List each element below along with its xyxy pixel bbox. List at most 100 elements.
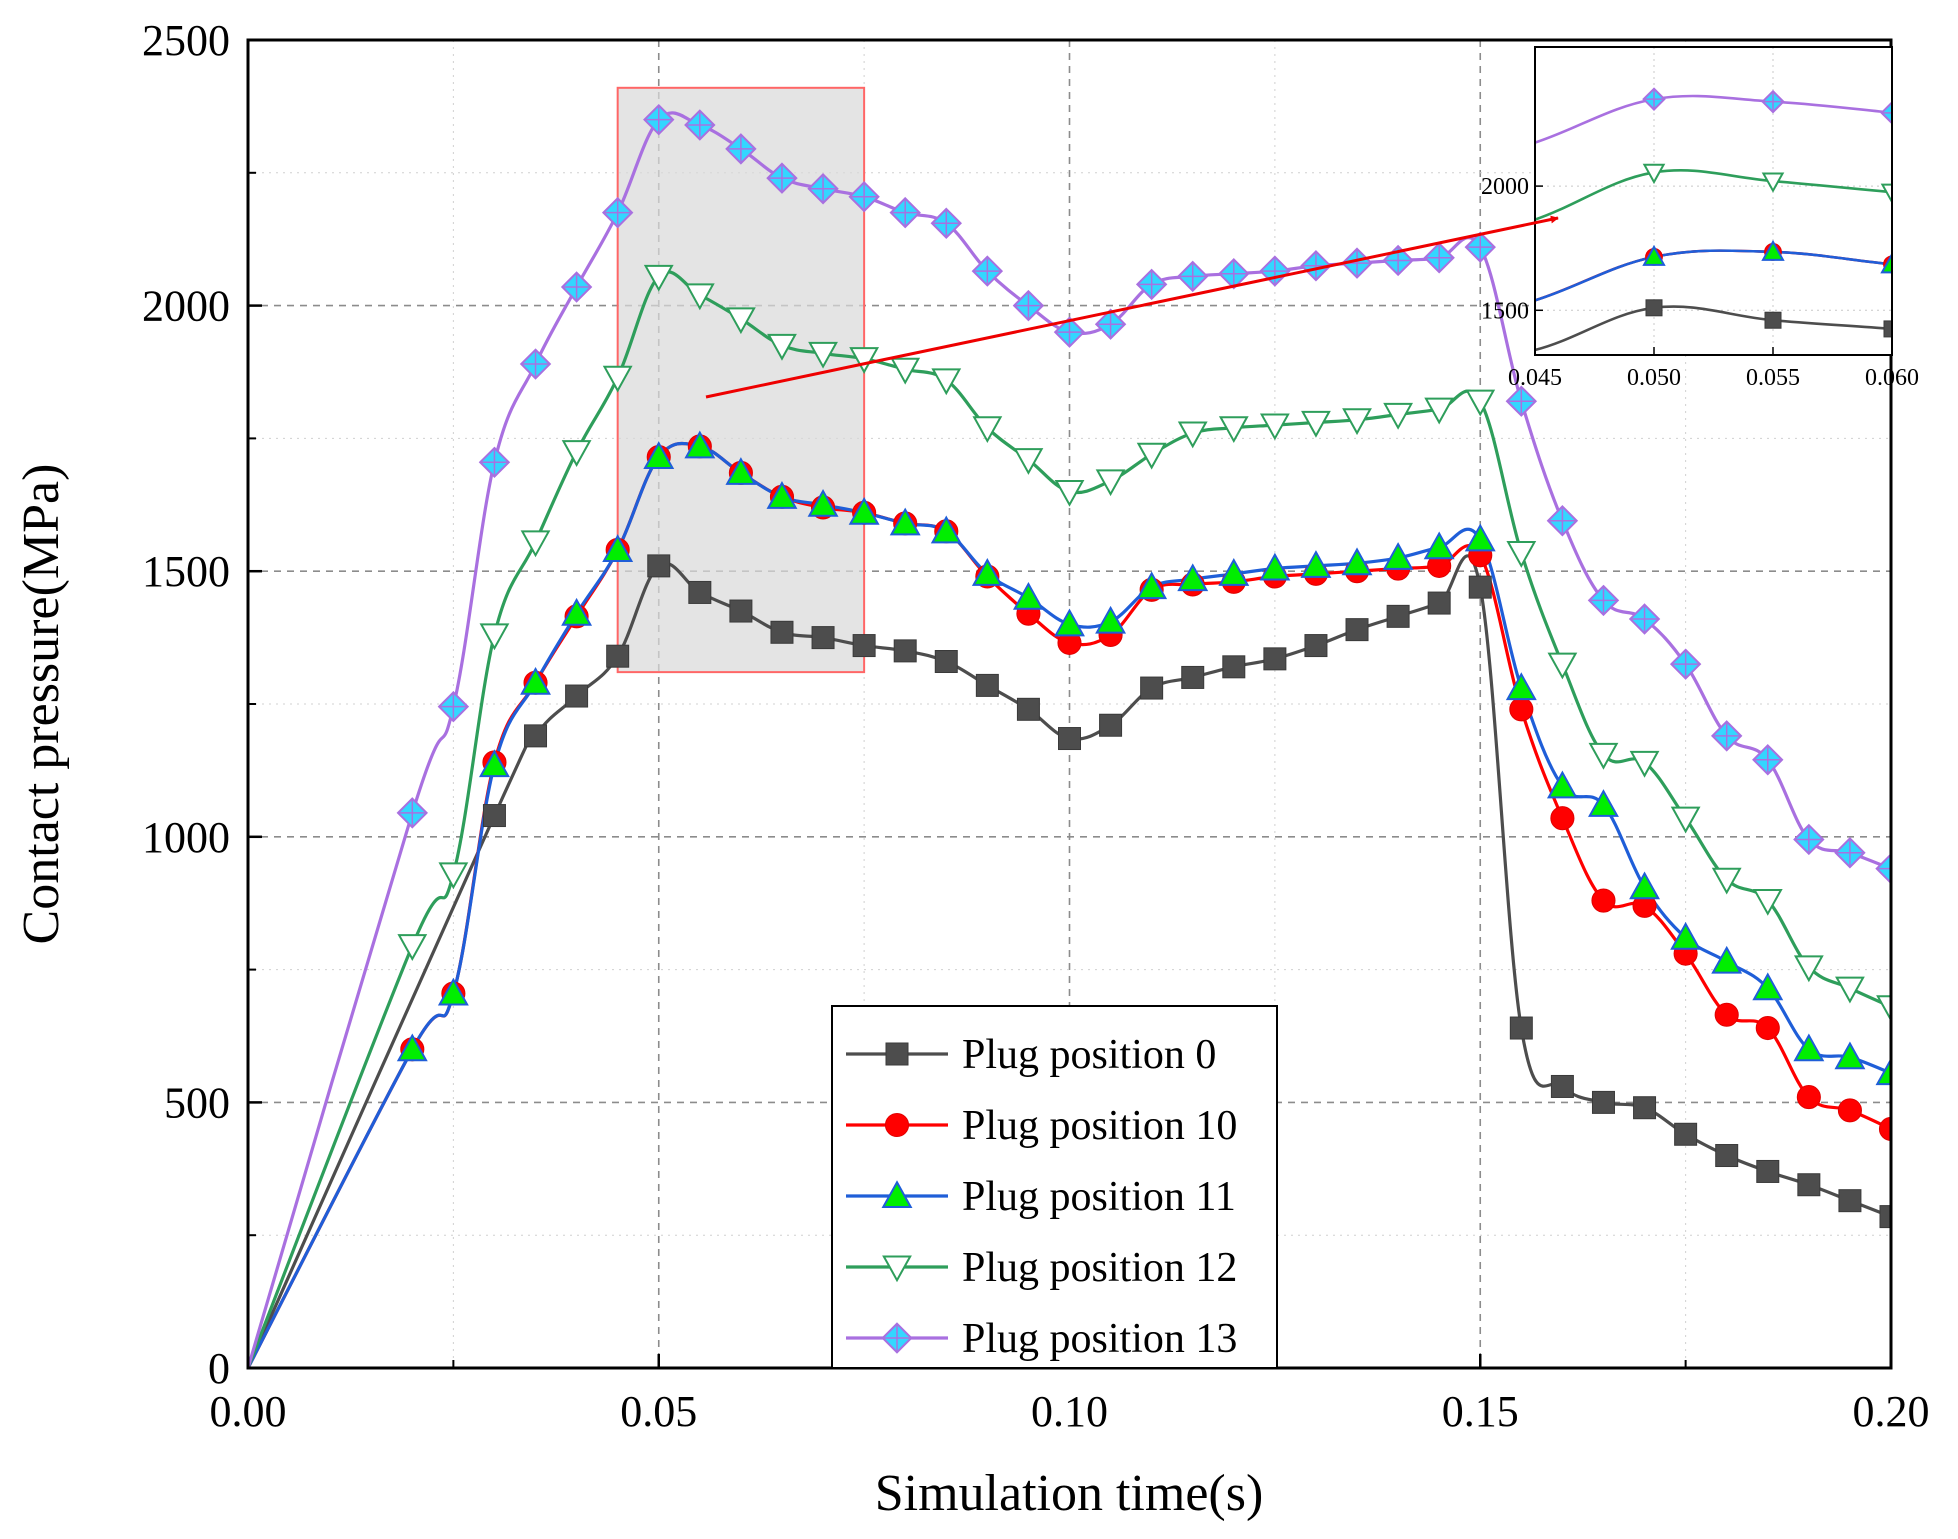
data-point	[560, 271, 593, 303]
data-point	[1136, 571, 1168, 600]
data-point	[726, 307, 756, 335]
data-point	[1546, 770, 1578, 799]
data-point	[1012, 289, 1045, 322]
data-point	[565, 684, 589, 708]
data-point	[1837, 1098, 1862, 1123]
inset-data-point	[1761, 89, 1785, 114]
inset-data-point	[1880, 252, 1892, 274]
data-point	[972, 416, 1003, 444]
data-point	[1177, 563, 1209, 592]
data-point	[930, 207, 962, 239]
data-point	[807, 488, 839, 517]
inset-data-point	[1761, 239, 1785, 261]
data-point	[684, 283, 715, 311]
data-point	[1301, 410, 1331, 438]
data-point	[519, 348, 552, 380]
data-point	[1383, 402, 1413, 430]
y-tick-label: 1000	[142, 813, 230, 862]
data-point	[1509, 1016, 1533, 1040]
data-point	[1670, 921, 1702, 950]
data-point	[1674, 1122, 1698, 1146]
data-point	[1711, 867, 1742, 895]
data-point	[1588, 742, 1619, 770]
data-point	[1875, 852, 1891, 885]
data-point	[437, 977, 469, 1006]
inset-y-tick-label: 2000	[1481, 174, 1529, 200]
legend-label: Plug position 13	[962, 1316, 1237, 1362]
data-point	[1546, 505, 1579, 537]
data-point	[893, 639, 917, 663]
legend-marker	[881, 1322, 913, 1354]
inset-data-point	[1642, 244, 1666, 266]
inset-series-group	[1535, 87, 1892, 352]
data-point	[889, 507, 921, 536]
data-point	[1058, 727, 1081, 751]
data-point	[1505, 385, 1538, 417]
data-point	[1054, 608, 1085, 637]
data-point	[848, 496, 880, 525]
data-point	[1304, 634, 1328, 658]
data-point	[1263, 647, 1287, 671]
data-point	[1012, 581, 1044, 610]
inset-x-tick-label: 0.045	[1508, 365, 1562, 391]
data-point	[1879, 1205, 1891, 1229]
zoom-highlight-region	[616, 86, 866, 674]
data-point	[1834, 1041, 1866, 1070]
data-point	[1423, 531, 1455, 560]
data-point	[1550, 1074, 1574, 1098]
y-tick-label: 0	[208, 1344, 230, 1393]
data-point	[770, 620, 794, 644]
data-point	[1834, 837, 1866, 869]
data-point	[643, 441, 675, 469]
y-axis-title: Contact pressure(MPa)	[13, 464, 70, 945]
data-point	[1464, 523, 1496, 552]
legend-label: Plug position 10	[962, 1103, 1237, 1149]
data-point	[1715, 1144, 1739, 1168]
inset-data-point	[1764, 311, 1782, 329]
data-point	[520, 666, 551, 695]
series-group	[248, 103, 1891, 1368]
legend-marker	[881, 1180, 913, 1208]
data-point	[688, 580, 712, 604]
data-point	[725, 457, 757, 485]
inset-data-point	[1642, 87, 1666, 111]
data-point	[1591, 1090, 1615, 1114]
data-point	[643, 103, 675, 136]
data-point	[520, 530, 551, 558]
data-point	[1506, 541, 1537, 568]
data-point	[397, 934, 428, 961]
data-point	[1876, 995, 1891, 1023]
data-point	[1259, 255, 1291, 287]
data-point	[437, 690, 470, 723]
data-point	[934, 650, 958, 674]
inset-data-point	[1880, 183, 1892, 204]
data-point	[1797, 1173, 1821, 1197]
data-point	[1752, 744, 1784, 776]
x-tick-label: 0.20	[1853, 1387, 1930, 1436]
inset-zoom-chart: 0.045 0.050 0.055 0.060 1500 2000	[1481, 46, 1919, 391]
data-point	[479, 623, 510, 651]
data-point	[1053, 316, 1086, 348]
data-point	[766, 162, 798, 194]
data-point	[848, 180, 880, 213]
data-point	[602, 534, 634, 562]
legend-marker	[885, 1042, 909, 1066]
data-point	[1218, 416, 1249, 444]
data-point	[643, 264, 674, 292]
data-point	[1341, 547, 1373, 576]
data-point	[1756, 1159, 1780, 1183]
inset-x-tick-label: 0.060	[1865, 365, 1919, 391]
data-point	[766, 481, 798, 509]
data-point	[1711, 945, 1743, 974]
data-point	[1633, 1096, 1657, 1120]
legend-box	[831, 1005, 1278, 1369]
data-point	[1588, 789, 1619, 817]
data-point	[1793, 823, 1825, 856]
inset-data-point	[1880, 101, 1892, 125]
y-tick-label: 2500	[142, 16, 230, 65]
inset-frame	[1534, 46, 1893, 356]
data-point	[601, 196, 634, 229]
legend-label: Plug position 11	[962, 1174, 1236, 1220]
data-point	[1095, 605, 1127, 634]
